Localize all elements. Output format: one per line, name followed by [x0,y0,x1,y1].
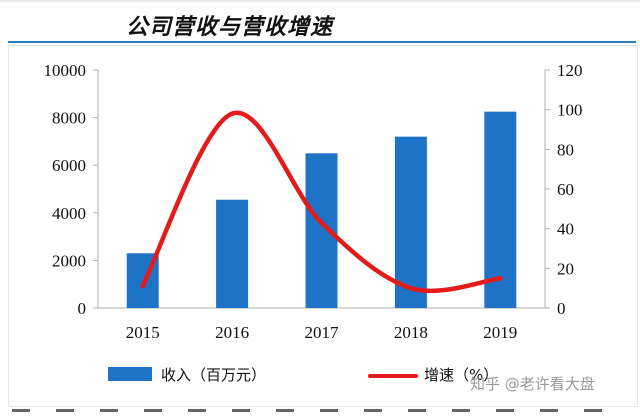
growth-line [140,110,503,294]
x-axis-tick-label-2019: 2019 [483,323,517,342]
legend-line-label: 增速（%） [424,366,498,384]
right-axis-tick-label: 100 [557,101,583,120]
bar-2019 [484,111,517,309]
bar-2016 [216,199,249,308]
left-axis-tick-label: 2000 [52,251,86,270]
x-axis-tick-label-2017: 2017 [305,323,340,342]
watermark: 知乎 @老许看大盘 [470,375,595,393]
right-axis-tick-label: 0 [557,299,566,318]
bottom-strip [12,409,612,412]
x-axis-tick-label-2015: 2015 [126,323,160,342]
left-axis-tick-label: 10000 [44,61,87,80]
legend-bar-swatch [108,367,152,381]
legend-bar-label: 收入（百万元） [161,366,266,384]
left-axis-tick-label: 0 [78,299,87,318]
left-axis-tick-label: 6000 [52,156,86,175]
right-axis-tick-label: 60 [557,180,574,199]
right-axis-tick-label: 80 [557,140,574,159]
top-rule [0,0,640,2]
chart-title: 公司营收与营收增速 [126,14,334,40]
right-axis-tick-label: 20 [557,259,574,278]
tick-labels: 0 2000 4000 6000 8000 10000 0 20 40 60 80 100 120 201… [44,61,583,342]
bar-2018 [394,136,427,308]
x-axis-tick-label-2016: 2016 [215,323,249,342]
growth-line-series [140,110,503,294]
x-axis-tick-label-2018: 2018 [394,323,428,342]
right-axis-tick-label: 120 [557,61,583,80]
bar-series [126,111,517,309]
legend: 收入（百万元） 增速（%） [108,366,498,384]
left-axis-tick-label: 8000 [52,109,86,128]
right-axis-tick-label: 40 [557,220,574,239]
title-band: 公司营收与营收增速 [8,5,636,43]
left-axis-tick-label: 4000 [52,204,86,223]
